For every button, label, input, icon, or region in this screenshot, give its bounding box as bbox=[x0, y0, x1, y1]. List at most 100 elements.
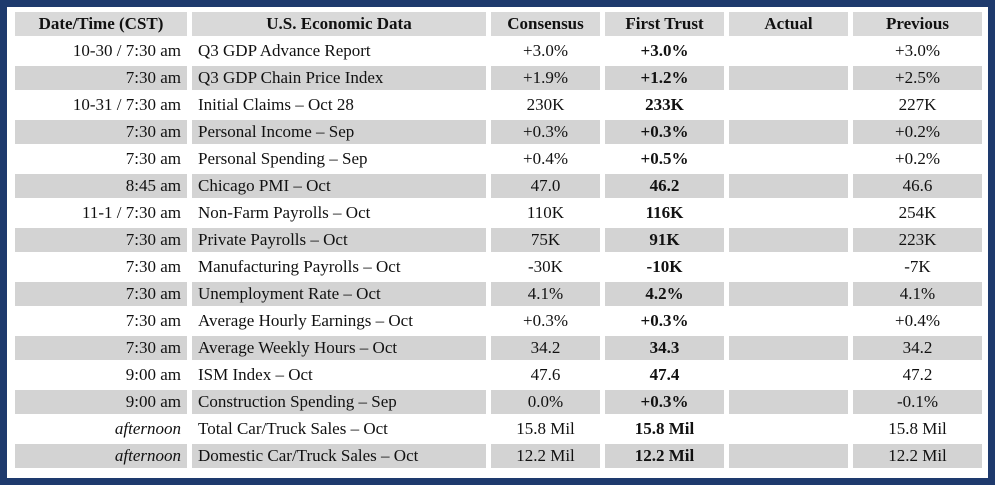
table-cell: afternoon bbox=[15, 417, 187, 441]
table-cell: +1.2% bbox=[605, 66, 724, 90]
economic-calendar-table: Date/Time (CST) U.S. Economic Data Consens… bbox=[10, 9, 987, 471]
table-cell: -10K bbox=[605, 255, 724, 279]
table-row: 7:30 am Q3 GDP Chain Price Index +1.9% +1.2… bbox=[15, 66, 982, 90]
table-cell: 34.2 bbox=[491, 336, 600, 360]
empty-cell bbox=[729, 363, 848, 387]
table-cell: 254K bbox=[853, 201, 982, 225]
table-cell: 12.2 Mil bbox=[491, 444, 600, 468]
table-cell: 7:30 am bbox=[15, 309, 187, 333]
table-cell: 110K bbox=[491, 201, 600, 225]
table-cell: 91K bbox=[605, 228, 724, 252]
empty-cell bbox=[729, 120, 848, 144]
table-cell: +0.3% bbox=[491, 309, 600, 333]
table-cell: 47.2 bbox=[853, 363, 982, 387]
table-cell: Q3 GDP Chain Price Index bbox=[192, 66, 486, 90]
table-cell: +0.5% bbox=[605, 147, 724, 171]
table-cell: +0.2% bbox=[853, 147, 982, 171]
empty-cell bbox=[729, 444, 848, 468]
table-row: 11-1 / 7:30 am Non-Farm Payrolls – Oct 110… bbox=[15, 201, 982, 225]
table-cell: 46.2 bbox=[605, 174, 724, 198]
table-cell: Q3 GDP Advance Report bbox=[192, 39, 486, 63]
table-cell: 7:30 am bbox=[15, 228, 187, 252]
table-cell: 7:30 am bbox=[15, 255, 187, 279]
table-cell: 10-31 / 7:30 am bbox=[15, 93, 187, 117]
table-cell: +0.4% bbox=[491, 147, 600, 171]
table-cell: 11-1 / 7:30 am bbox=[15, 201, 187, 225]
table-cell: 15.8 Mil bbox=[853, 417, 982, 441]
table-cell: 116K bbox=[605, 201, 724, 225]
empty-cell bbox=[729, 66, 848, 90]
header-cell: Actual bbox=[729, 12, 848, 36]
table-cell: 46.6 bbox=[853, 174, 982, 198]
table-cell: +0.3% bbox=[605, 390, 724, 414]
table-row: 10-31 / 7:30 am Initial Claims – Oct 28 23… bbox=[15, 93, 982, 117]
table-cell: 230K bbox=[491, 93, 600, 117]
table-cell: 15.8 Mil bbox=[491, 417, 600, 441]
table-row: 9:00 am Construction Spending – Sep 0.0% +0… bbox=[15, 390, 982, 414]
table-cell: Total Car/Truck Sales – Oct bbox=[192, 417, 486, 441]
table-cell: 10-30 / 7:30 am bbox=[15, 39, 187, 63]
empty-cell bbox=[729, 417, 848, 441]
table-cell: +0.3% bbox=[491, 120, 600, 144]
table-cell: 47.0 bbox=[491, 174, 600, 198]
table-row: 7:30 am Private Payrolls – Oct 75K 91K 223K bbox=[15, 228, 982, 252]
table-cell: Manufacturing Payrolls – Oct bbox=[192, 255, 486, 279]
table-cell: 4.1% bbox=[491, 282, 600, 306]
table-cell: 7:30 am bbox=[15, 282, 187, 306]
empty-cell bbox=[729, 228, 848, 252]
table-cell: afternoon bbox=[15, 444, 187, 468]
table-cell: +0.2% bbox=[853, 120, 982, 144]
header-cell: Previous bbox=[853, 12, 982, 36]
empty-cell bbox=[729, 255, 848, 279]
table-cell: Construction Spending – Sep bbox=[192, 390, 486, 414]
table-cell: +2.5% bbox=[853, 66, 982, 90]
table-cell: +0.4% bbox=[853, 309, 982, 333]
table-cell: 12.2 Mil bbox=[853, 444, 982, 468]
table-cell: 8:45 am bbox=[15, 174, 187, 198]
table-cell: 227K bbox=[853, 93, 982, 117]
table-cell: -7K bbox=[853, 255, 982, 279]
table-row: 8:45 am Chicago PMI – Oct 47.0 46.2 46.6 bbox=[15, 174, 982, 198]
table-row: 7:30 am Unemployment Rate – Oct 4.1% 4.2% 4.… bbox=[15, 282, 982, 306]
table-cell: 7:30 am bbox=[15, 120, 187, 144]
table-cell: 47.4 bbox=[605, 363, 724, 387]
table-row: afternoon Domestic Car/Truck Sales – Oct 1… bbox=[15, 444, 982, 468]
header-cell: Date/Time (CST) bbox=[15, 12, 187, 36]
empty-cell bbox=[729, 39, 848, 63]
empty-cell bbox=[729, 201, 848, 225]
table-cell: 9:00 am bbox=[15, 363, 187, 387]
table-cell: Chicago PMI – Oct bbox=[192, 174, 486, 198]
table-cell: Personal Spending – Sep bbox=[192, 147, 486, 171]
table-cell: 15.8 Mil bbox=[605, 417, 724, 441]
table-cell: +1.9% bbox=[491, 66, 600, 90]
table-cell: +3.0% bbox=[491, 39, 600, 63]
table-cell: 233K bbox=[605, 93, 724, 117]
table-cell: Private Payrolls – Oct bbox=[192, 228, 486, 252]
table-cell: Domestic Car/Truck Sales – Oct bbox=[192, 444, 486, 468]
table-body: 10-30 / 7:30 am Q3 GDP Advance Report +3.0… bbox=[15, 39, 982, 468]
table-cell: 9:00 am bbox=[15, 390, 187, 414]
table-cell: +0.3% bbox=[605, 120, 724, 144]
empty-cell bbox=[729, 390, 848, 414]
table-cell: 4.1% bbox=[853, 282, 982, 306]
empty-cell bbox=[729, 93, 848, 117]
table-cell: Average Weekly Hours – Oct bbox=[192, 336, 486, 360]
empty-cell bbox=[729, 147, 848, 171]
table-row: 9:00 am ISM Index – Oct 47.6 47.4 47.2 bbox=[15, 363, 982, 387]
header-row: Date/Time (CST) U.S. Economic Data Consens… bbox=[15, 12, 982, 36]
table-cell: 34.2 bbox=[853, 336, 982, 360]
table-cell: -0.1% bbox=[853, 390, 982, 414]
table-cell: 7:30 am bbox=[15, 147, 187, 171]
table-cell: Initial Claims – Oct 28 bbox=[192, 93, 486, 117]
table-row: 7:30 am Average Hourly Earnings – Oct +0.3… bbox=[15, 309, 982, 333]
table-cell: Unemployment Rate – Oct bbox=[192, 282, 486, 306]
table-cell: 7:30 am bbox=[15, 336, 187, 360]
table-row: 10-30 / 7:30 am Q3 GDP Advance Report +3.0… bbox=[15, 39, 982, 63]
empty-cell bbox=[729, 282, 848, 306]
table-cell: 47.6 bbox=[491, 363, 600, 387]
table-cell: 34.3 bbox=[605, 336, 724, 360]
table-cell: +3.0% bbox=[853, 39, 982, 63]
table-cell: Average Hourly Earnings – Oct bbox=[192, 309, 486, 333]
header-cell: First Trust bbox=[605, 12, 724, 36]
